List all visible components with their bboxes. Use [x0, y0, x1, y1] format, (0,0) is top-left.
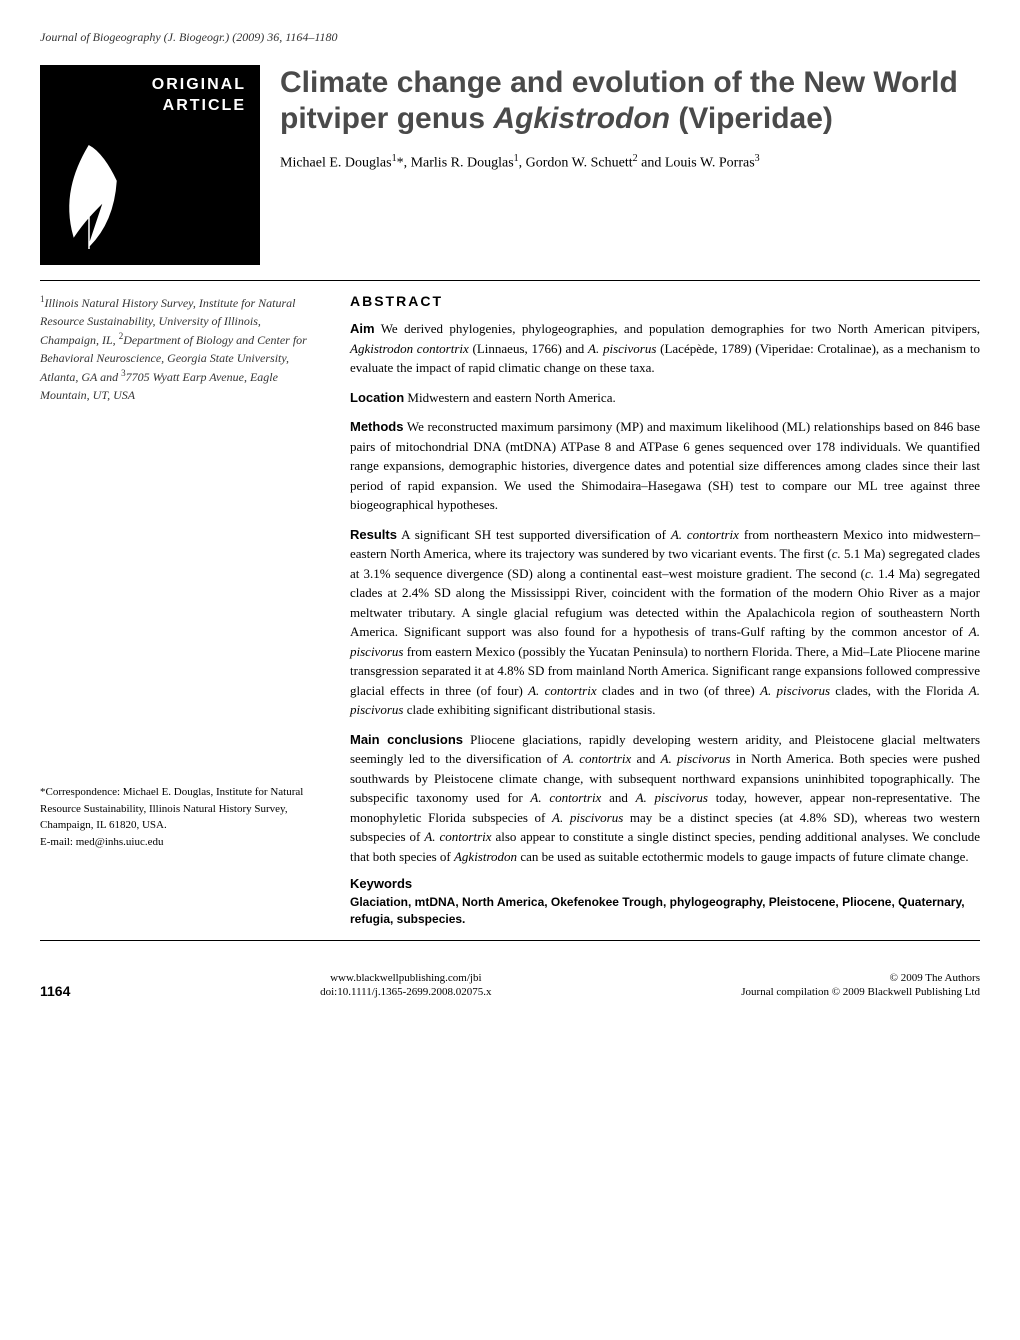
two-column-layout: 1Illinois Natural History Survey, Instit… — [40, 293, 980, 928]
abstract-body: Aim We derived phylogenies, phylogeograp… — [350, 319, 980, 928]
footer-url: www.blackwellpublishing.com/jbi — [330, 972, 481, 984]
authors: Michael E. Douglas1*, Marlis R. Douglas1… — [280, 151, 980, 174]
right-column: ABSTRACT Aim We derived phylogenies, phy… — [350, 293, 980, 928]
keywords-heading: Keywords — [350, 876, 980, 891]
footer-doi: doi:10.1111/j.1365-2699.2008.02075.x — [320, 986, 491, 998]
methods-text: We reconstructed maximum parsimony (MP) … — [350, 419, 980, 512]
article-title: Climate change and evolution of the New … — [280, 65, 980, 137]
divider-top — [40, 280, 980, 281]
top-section: ORIGINAL ARTICLE Climate change and evol… — [40, 65, 980, 265]
email-address: med@inhs.uiuc.edu — [76, 836, 164, 848]
aim-paragraph: Aim We derived phylogenies, phylogeograp… — [350, 319, 980, 378]
journal-header: Journal of Biogeography (J. Biogeogr.) (… — [40, 30, 980, 45]
aim-text: We derived phylogenies, phylogeographies… — [350, 321, 980, 375]
leaf-icon — [54, 141, 124, 251]
results-label: Results — [350, 527, 397, 542]
badge-line1: ORIGINAL — [54, 75, 246, 96]
aim-label: Aim — [350, 321, 375, 336]
footer-copyright-authors: © 2009 The Authors — [890, 972, 980, 984]
location-paragraph: Location Midwestern and eastern North Am… — [350, 388, 980, 408]
methods-label: Methods — [350, 419, 403, 434]
footer-right: © 2009 The Authors Journal compilation ©… — [741, 971, 980, 1000]
methods-paragraph: Methods We reconstructed maximum parsimo… — [350, 417, 980, 515]
main-conclusions-text: Pliocene glaciations, rapidly developing… — [350, 732, 980, 864]
results-paragraph: Results A significant SH test supported … — [350, 525, 980, 720]
correspondence-text: *Correspondence: Michael E. Douglas, Ins… — [40, 786, 303, 831]
main-conclusions-label: Main conclusions — [350, 732, 463, 747]
abstract-heading: ABSTRACT — [350, 293, 980, 309]
page-number: 1164 — [40, 983, 70, 999]
page-footer: 1164 www.blackwellpublishing.com/jbi doi… — [40, 971, 980, 1000]
email-label: E-mail: — [40, 836, 76, 848]
affiliations: 1Illinois Natural History Survey, Instit… — [40, 293, 320, 404]
main-conclusions-paragraph: Main conclusions Pliocene glaciations, r… — [350, 730, 980, 867]
footer-center: www.blackwellpublishing.com/jbi doi:10.1… — [320, 971, 491, 1000]
article-type-badge: ORIGINAL ARTICLE — [40, 65, 260, 265]
footer-copyright-publisher: Journal compilation © 2009 Blackwell Pub… — [741, 986, 980, 998]
correspondence: *Correspondence: Michael E. Douglas, Ins… — [40, 784, 320, 850]
badge-line2: ARTICLE — [54, 96, 246, 117]
location-label: Location — [350, 390, 404, 405]
results-text: A significant SH test supported diversif… — [350, 527, 980, 718]
location-text: Midwestern and eastern North America. — [407, 390, 615, 405]
divider-bottom — [40, 940, 980, 941]
title-block: Climate change and evolution of the New … — [280, 65, 980, 265]
keywords-text: Glaciation, mtDNA, North America, Okefen… — [350, 894, 980, 928]
left-column: 1Illinois Natural History Survey, Instit… — [40, 293, 320, 928]
